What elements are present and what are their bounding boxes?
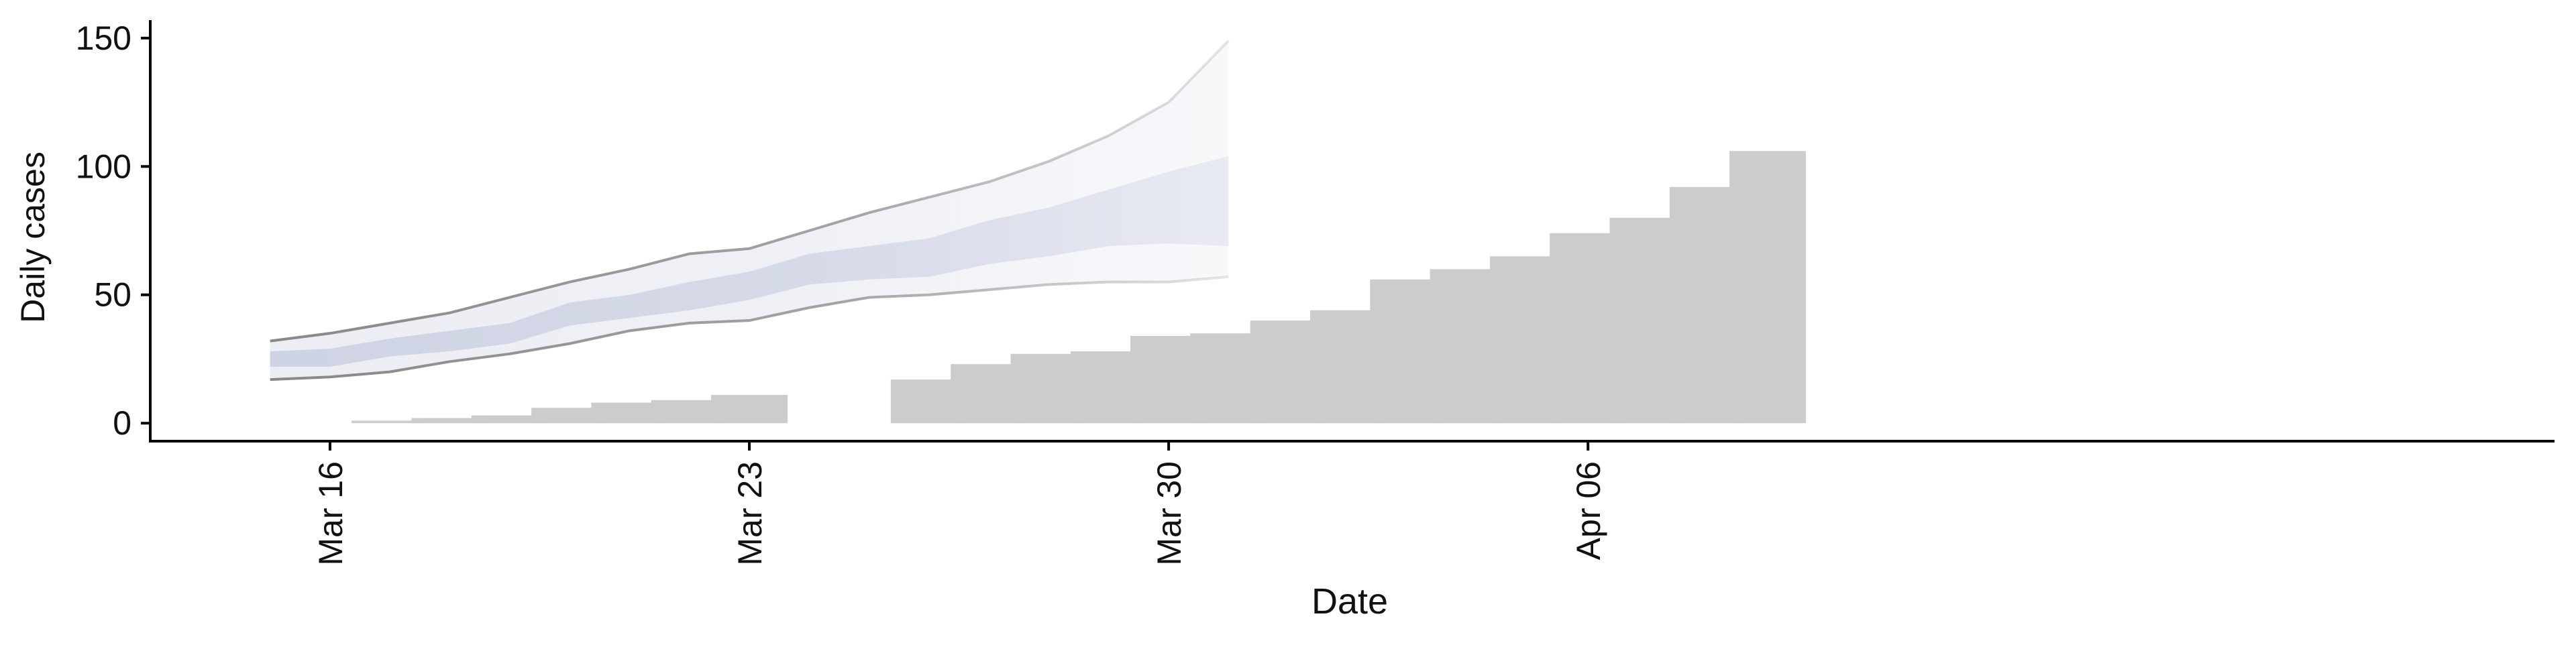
bar-2020-03-23 (711, 395, 788, 424)
forecast-layer (270, 40, 1230, 381)
bar-2020-03-18 (411, 418, 488, 424)
forecast-lower-line (270, 275, 1229, 381)
y-axis-label: Daily cases (14, 152, 52, 323)
x-tick-label-Mar 30: Mar 30 (1150, 461, 1188, 566)
y-tick-label-150: 150 (76, 19, 131, 57)
x-tick-label-Mar 23: Mar 23 (731, 461, 769, 566)
bars-layer (352, 151, 1807, 424)
x-ticks: Mar 16 Mar 23 Mar 30 Apr 06 (312, 441, 1607, 566)
x-tick-label-Apr 06: Apr 06 (1570, 461, 1607, 560)
forecast-upper-line (270, 40, 1230, 343)
bar-2020-03-20 (531, 408, 608, 424)
y-tick-label-50: 50 (94, 276, 131, 314)
bar-2020-03-17 (352, 420, 429, 424)
bar-2020-03-19 (471, 415, 548, 424)
bar-2020-04-09 (1729, 151, 1807, 424)
y-tick-label-100: 100 (76, 148, 131, 185)
y-ticks: 0 50 100 150 (76, 19, 150, 442)
y-tick-label-0: 0 (113, 404, 131, 442)
x-tick-label-Mar 16: Mar 16 (312, 461, 350, 566)
x-axis-label: Date (1311, 581, 1388, 622)
forecast-inner-band (270, 156, 1229, 367)
